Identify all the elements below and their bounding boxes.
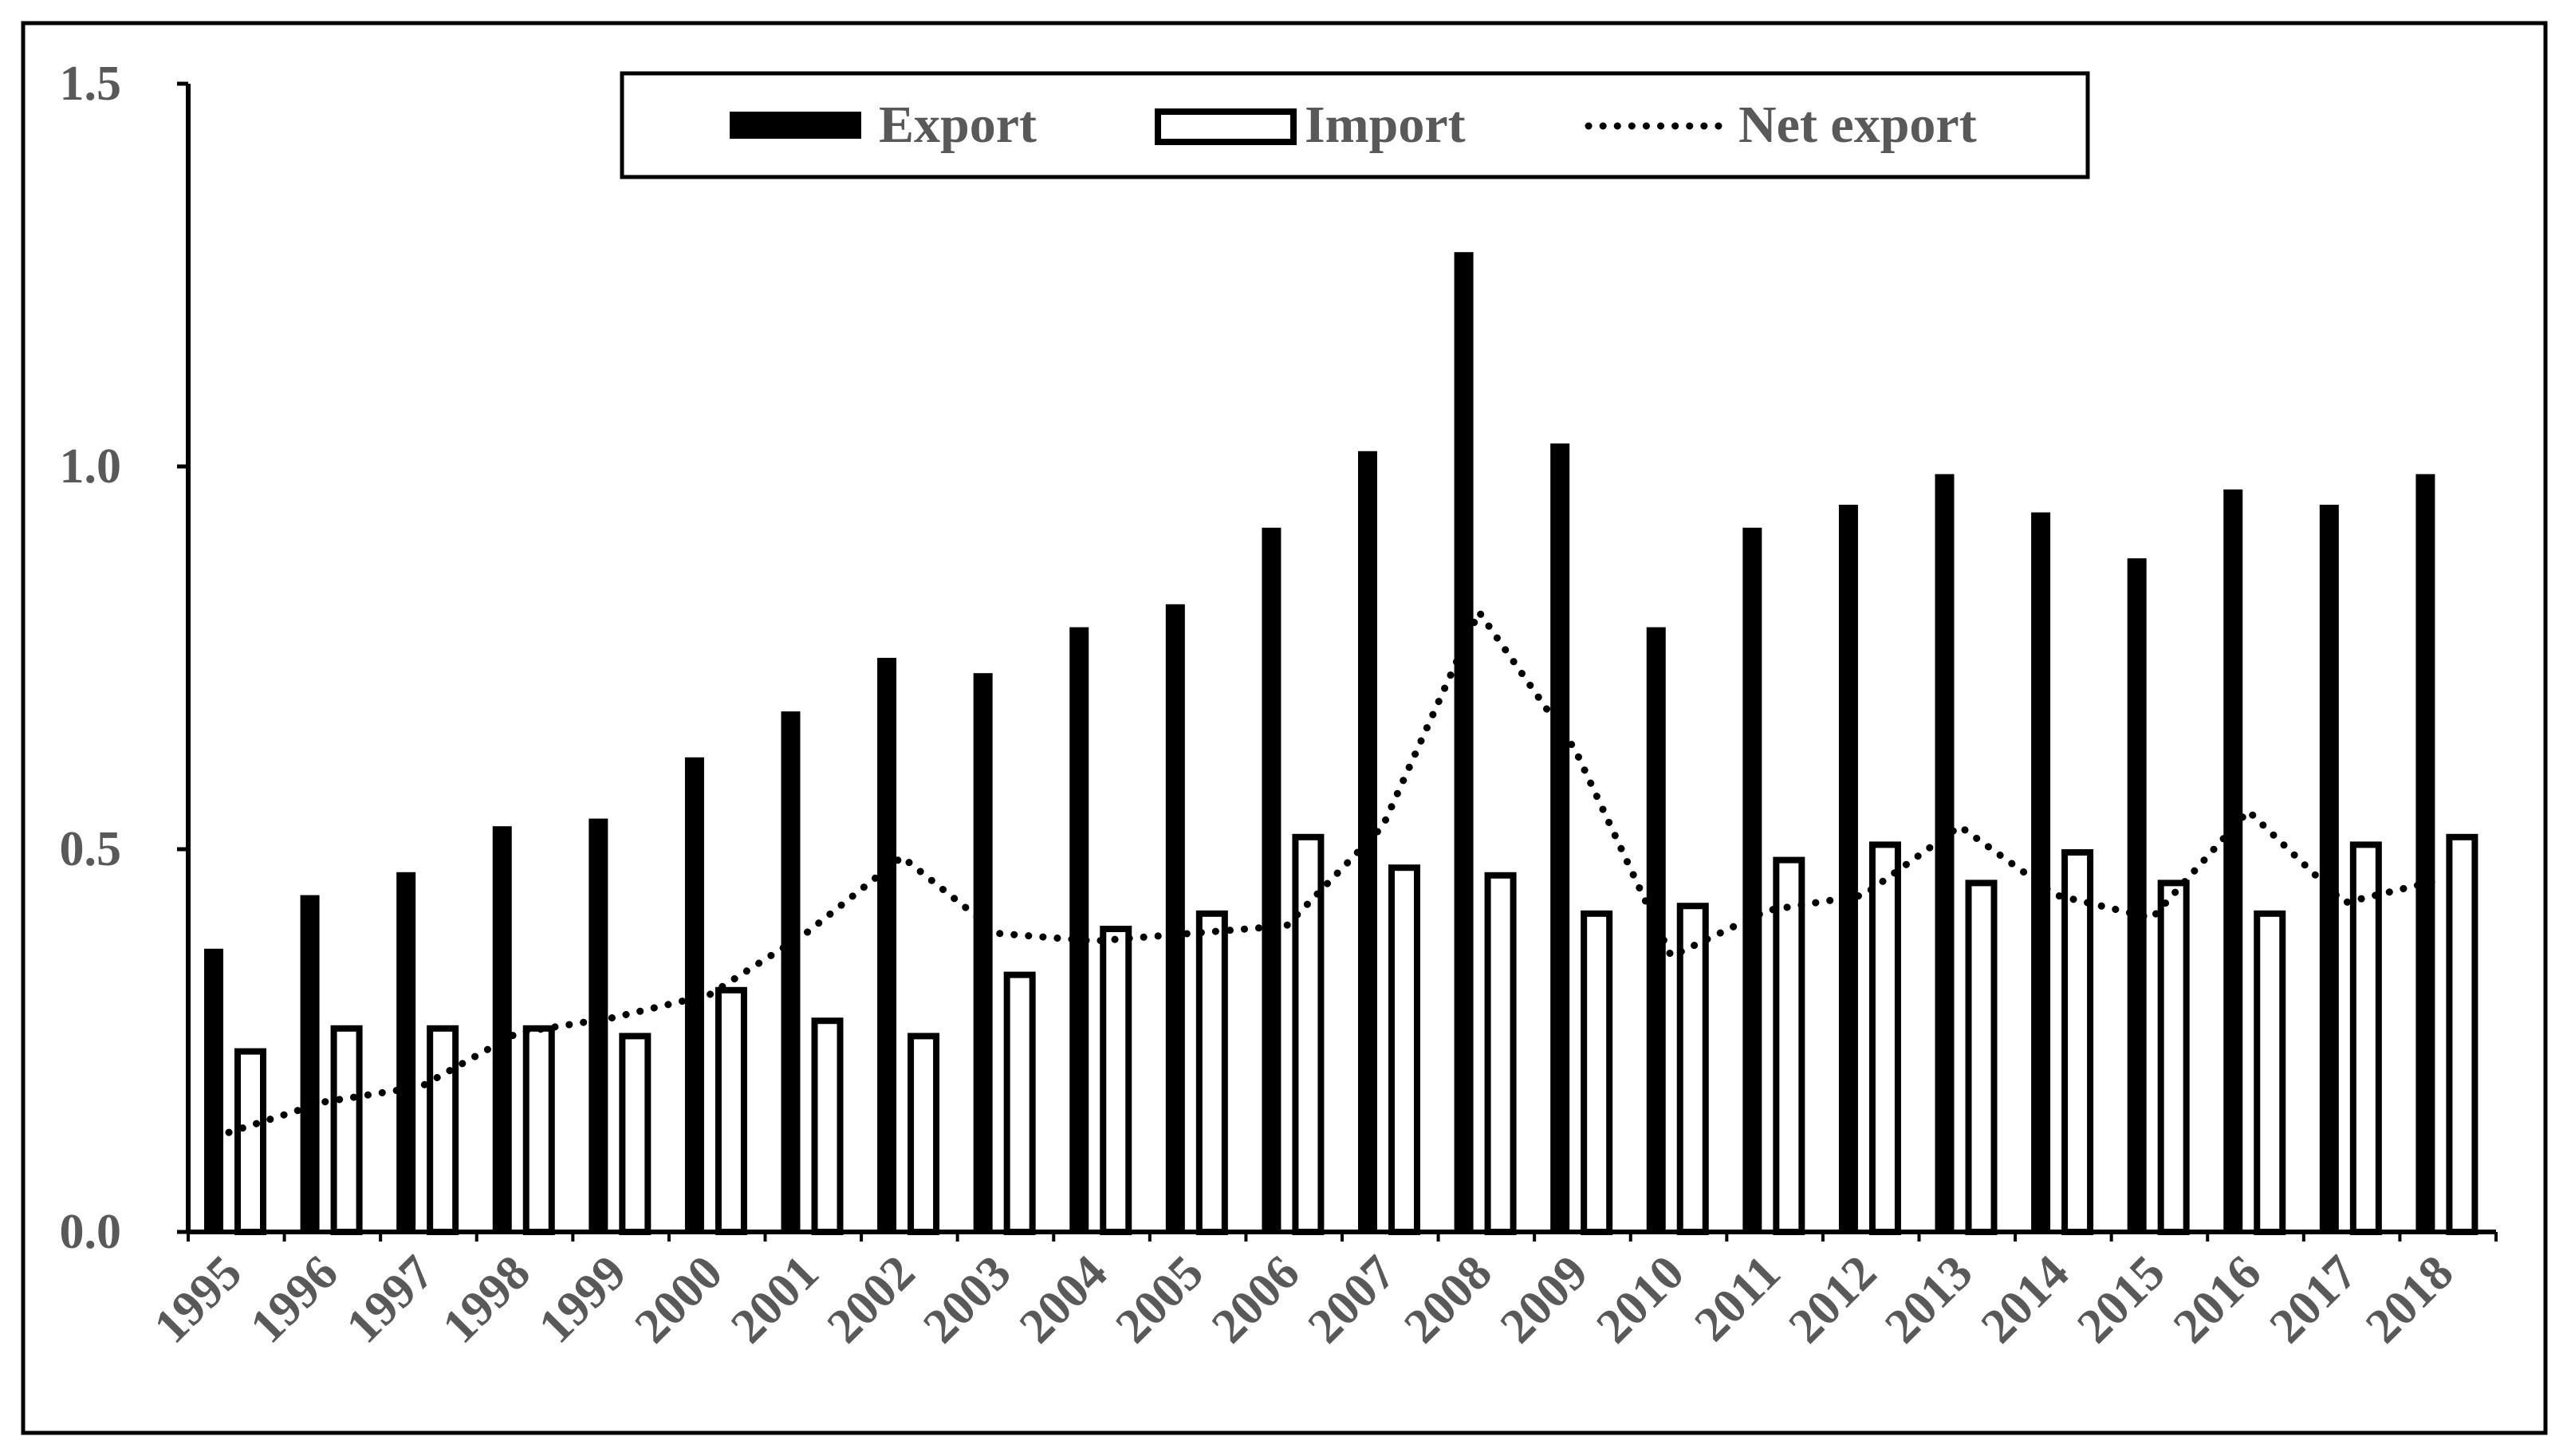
bar-import-2008	[1484, 872, 1517, 1236]
bar-export-2017	[2319, 505, 2339, 1232]
legend-label-import: Import	[1305, 96, 1466, 154]
bar-import-2001	[811, 1017, 844, 1235]
bar-export-2013	[1935, 474, 1955, 1232]
line-net-export	[225, 604, 2444, 1136]
bar-import-2007	[1388, 864, 1420, 1235]
bar-import-1995	[234, 1048, 266, 1235]
bar-import-1999	[619, 1033, 652, 1236]
legend-swatch-export	[730, 112, 861, 139]
bar-import-1998	[522, 1025, 555, 1236]
bar-export-1995	[204, 948, 223, 1232]
bar-import-2013	[1965, 880, 1998, 1236]
bar-export-1999	[589, 818, 608, 1232]
bar-export-2005	[1165, 604, 1185, 1232]
bar-import-2014	[2061, 849, 2094, 1235]
bar-export-2015	[2127, 558, 2147, 1232]
legend: Export Import Net export	[620, 71, 2090, 179]
bar-export-2014	[2031, 512, 2051, 1232]
bar-export-2001	[781, 711, 801, 1232]
bar-export-2008	[1454, 252, 1474, 1233]
bar-import-2009	[1581, 910, 1613, 1236]
bar-export-2003	[973, 673, 993, 1232]
y-tick-label: 0.0	[60, 1205, 122, 1259]
y-tick-label: 1.0	[60, 439, 122, 494]
bar-import-2017	[2349, 841, 2382, 1236]
bar-export-2006	[1262, 527, 1282, 1232]
legend-box	[620, 71, 2090, 179]
bar-import-2010	[1676, 903, 1709, 1235]
bar-import-2005	[1195, 910, 1228, 1236]
bar-import-2002	[908, 1033, 940, 1236]
bar-export-2000	[684, 757, 704, 1232]
legend-swatch-import	[1155, 108, 1297, 145]
bar-import-1997	[427, 1025, 459, 1236]
bar-export-2012	[1838, 505, 1858, 1232]
bar-import-2000	[715, 986, 747, 1236]
bar-export-1997	[396, 872, 416, 1232]
bar-import-2018	[2446, 833, 2478, 1236]
bar-export-2009	[1550, 443, 1570, 1232]
y-tick-label: 1.5	[60, 57, 122, 111]
bar-import-1996	[330, 1025, 363, 1236]
bar-export-2011	[1742, 527, 1762, 1232]
bar-export-2016	[2223, 489, 2243, 1232]
bar-import-2015	[2157, 880, 2190, 1236]
bar-export-2004	[1069, 627, 1089, 1232]
legend-label-export: Export	[879, 96, 1037, 154]
bar-export-2018	[2415, 474, 2435, 1232]
bar-import-2003	[1003, 971, 1036, 1235]
bar-import-2004	[1100, 926, 1132, 1235]
bar-export-1996	[300, 895, 320, 1232]
bar-import-2012	[1868, 841, 1901, 1236]
legend-label-net-export: Net export	[1738, 96, 1977, 154]
plot-area	[204, 252, 2478, 1236]
bar-export-2002	[877, 658, 897, 1232]
bar-export-1998	[492, 826, 512, 1232]
bar-import-2016	[2254, 910, 2286, 1236]
y-tick-label: 0.5	[60, 822, 122, 876]
bar-import-2011	[1773, 856, 1805, 1235]
